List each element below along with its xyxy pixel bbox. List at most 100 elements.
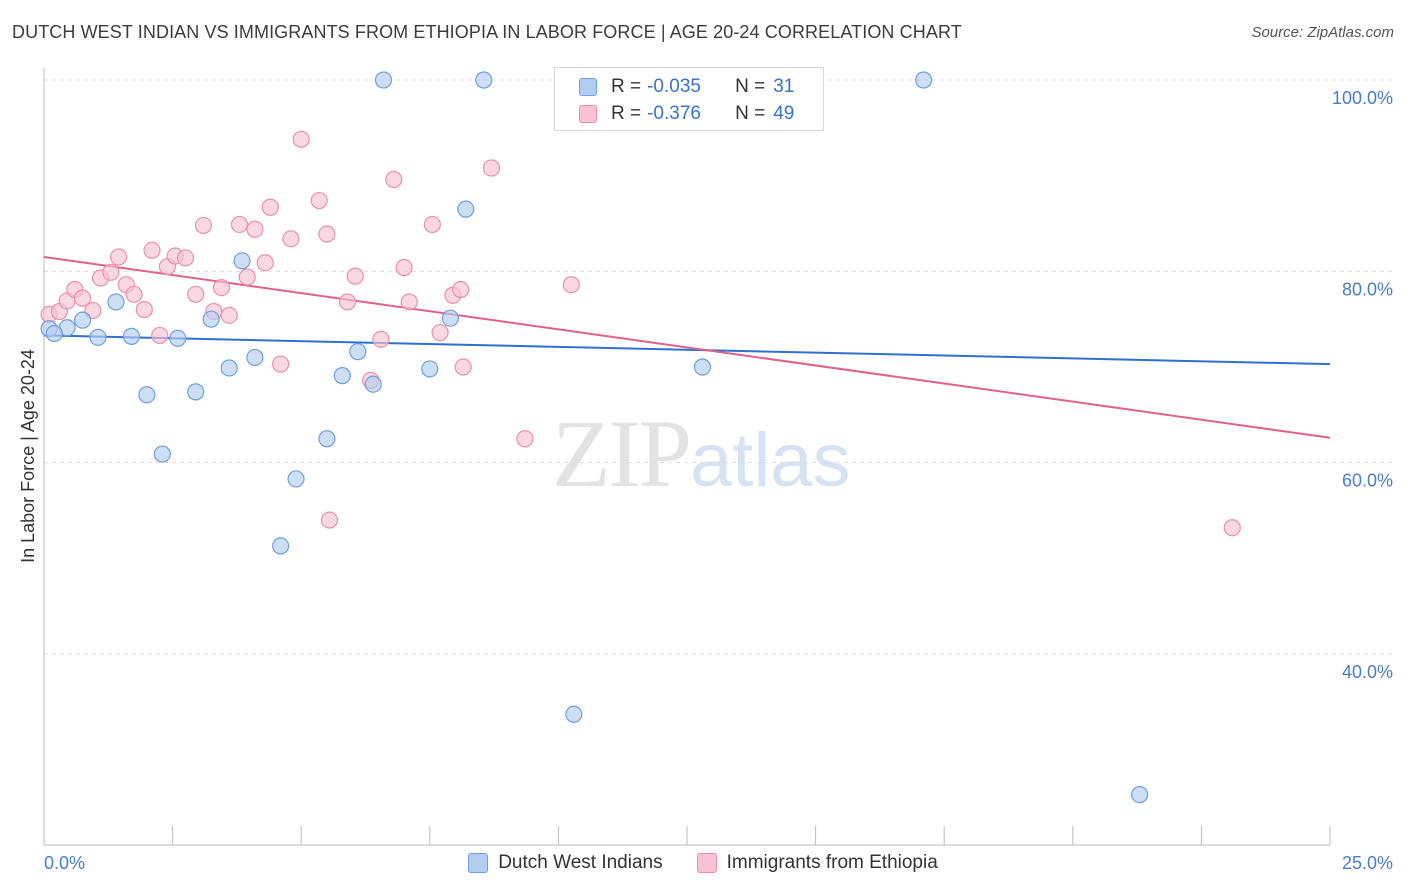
- data-point: [246, 220, 264, 238]
- data-point: [310, 191, 328, 210]
- data-point: [187, 285, 205, 303]
- data-point: [349, 343, 367, 361]
- data-point: [176, 249, 195, 267]
- data-point: [246, 348, 264, 367]
- legend-n-label: N =: [735, 76, 766, 97]
- data-point: [400, 293, 418, 311]
- source-label: Source: ZipAtlas.com: [1251, 24, 1394, 41]
- data-point: [73, 289, 92, 307]
- x-tick-label: 25.0%: [1342, 853, 1393, 873]
- data-point: [395, 258, 413, 277]
- data-point: [230, 215, 249, 234]
- legend-r-label: R =: [611, 76, 642, 97]
- data-point: [151, 326, 169, 345]
- data-point: [1131, 786, 1149, 804]
- data-point: [318, 225, 336, 243]
- trend-line: [43, 255, 1331, 439]
- legend-swatch-blue: [468, 853, 489, 873]
- data-point: [431, 323, 449, 342]
- data-point: [238, 268, 256, 286]
- legend-row-dutch-west-indians: R = -0.035 N = 31: [579, 74, 794, 100]
- data-point: [292, 130, 310, 148]
- watermark-zip: ZIP: [552, 400, 692, 507]
- data-point: [562, 276, 580, 294]
- data-point: [482, 159, 501, 177]
- data-point: [565, 705, 583, 723]
- data-point: [333, 367, 351, 385]
- series-legend: Dutch West Indians Immigrants from Ethio…: [0, 852, 1406, 874]
- legend-n-label: N =: [735, 103, 766, 124]
- legend-item-dutch-west-indians: Dutch West Indians: [468, 852, 663, 874]
- data-point: [107, 293, 125, 311]
- data-point: [1223, 519, 1241, 537]
- data-points: [40, 71, 1241, 804]
- data-point: [364, 375, 382, 393]
- data-point: [256, 254, 274, 272]
- y-axis-title: In Labor Force | Age 20-24: [18, 349, 38, 563]
- data-point: [272, 355, 290, 373]
- data-point: [318, 430, 336, 448]
- watermark-atlas: atlas: [690, 418, 851, 503]
- data-point: [220, 359, 238, 377]
- data-point: [272, 537, 290, 555]
- data-point: [202, 310, 220, 328]
- data-point: [153, 445, 171, 463]
- data-point: [452, 280, 470, 299]
- data-point: [169, 329, 187, 347]
- data-point: [73, 311, 92, 329]
- data-point: [102, 263, 120, 281]
- data-point: [135, 301, 153, 319]
- data-point: [441, 309, 459, 327]
- y-tick-label: 100.0%: [1332, 88, 1393, 108]
- legend-label: Immigrants from Ethiopia: [726, 852, 938, 873]
- x-tick-label: 0.0%: [44, 853, 85, 873]
- data-point: [261, 198, 279, 216]
- legend-n-value: 49: [773, 103, 795, 124]
- legend-swatch-pink: [579, 105, 597, 123]
- data-point: [346, 267, 364, 285]
- data-point: [187, 383, 205, 401]
- trend-lines: [43, 255, 1331, 439]
- data-point: [125, 285, 143, 303]
- data-point: [693, 358, 712, 376]
- data-point: [194, 216, 213, 235]
- data-point: [372, 330, 390, 348]
- data-point: [45, 324, 63, 343]
- data-point: [421, 360, 439, 378]
- watermark: ZIPatlas: [552, 398, 851, 509]
- data-point: [423, 215, 441, 234]
- data-point: [516, 430, 534, 448]
- tick-labels: 40.0% 60.0% 80.0% 100.0% 0.0% 25.0% In Labor F…: [18, 88, 1393, 873]
- data-point: [475, 71, 493, 89]
- legend-n-value: 31: [773, 76, 795, 97]
- data-point: [457, 200, 475, 218]
- chart-title: DUTCH WEST INDIAN VS IMMIGRANTS FROM ETH…: [12, 22, 962, 42]
- data-point: [138, 386, 156, 404]
- data-point: [374, 71, 393, 89]
- data-point: [220, 306, 238, 324]
- legend-swatch-blue: [579, 78, 597, 96]
- trend-line: [43, 334, 1331, 366]
- y-tick-label: 80.0%: [1342, 279, 1393, 299]
- data-point: [385, 170, 403, 189]
- grid-lines: [44, 79, 1393, 655]
- legend-r-label: R =: [611, 103, 642, 124]
- y-tick-label: 60.0%: [1342, 471, 1393, 491]
- data-point: [233, 252, 251, 270]
- legend-label: Dutch West Indians: [498, 852, 663, 873]
- y-tick-label: 40.0%: [1342, 662, 1393, 682]
- data-point: [212, 278, 231, 297]
- data-point: [122, 327, 141, 345]
- legend-item-immigrants-from-ethiopia: Immigrants from Ethiopia: [696, 852, 938, 874]
- axes: [43, 68, 1331, 846]
- data-point: [89, 328, 107, 346]
- legend-r-value: -0.035: [647, 76, 701, 97]
- legend-r-value: -0.376: [647, 103, 701, 124]
- data-point: [282, 230, 300, 248]
- data-point: [338, 293, 357, 311]
- legend-row-immigrants-from-ethiopia: R = -0.376 N = 49: [579, 101, 794, 127]
- data-point: [454, 358, 472, 376]
- legend-swatch-pink: [696, 853, 717, 873]
- data-point: [915, 71, 933, 89]
